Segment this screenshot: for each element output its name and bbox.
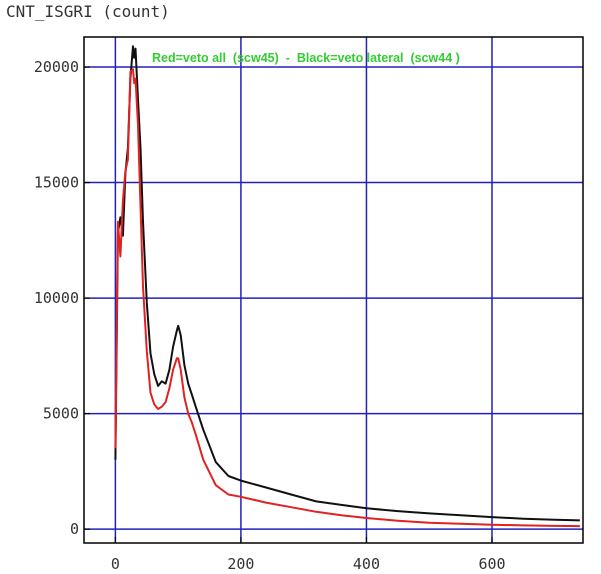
x-tick-label: 200 [227,555,254,573]
grid [84,37,583,543]
y-tick-label: 15000 [34,174,79,192]
y-tick-label: 5000 [43,405,79,423]
y-tick-label: 10000 [34,289,79,307]
ticks: 0 5000 10000 15000 20000 0 200 400 600 [34,58,506,573]
series-layer [114,45,580,528]
legend-annotation: Red=veto all (scw45) - Black=veto latera… [152,51,460,65]
x-tick-label: 400 [353,555,380,573]
x-tick-label: 600 [478,555,505,573]
plot-frame [83,36,584,544]
chart-title: CNT_ISGRI (count) [6,2,170,21]
x-tick-label: 0 [111,555,120,573]
series-line-red-veto-all [114,68,580,528]
y-tick-label: 0 [70,520,79,538]
series-line-black-veto-lateral [114,45,580,522]
y-tick-label: 20000 [34,58,79,76]
